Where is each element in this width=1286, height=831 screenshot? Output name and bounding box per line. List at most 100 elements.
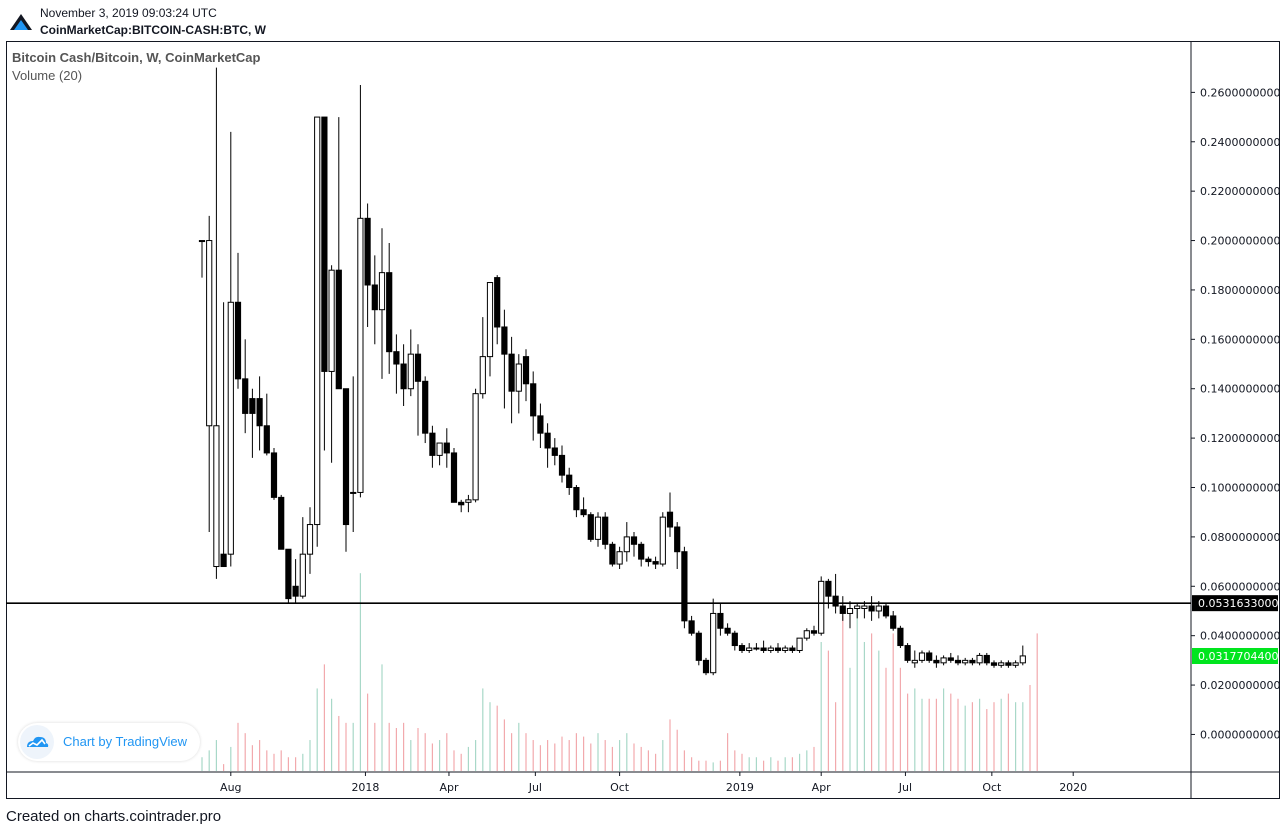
- candle: [458, 499, 465, 513]
- candle: [292, 559, 299, 604]
- candle-body: [803, 630, 810, 639]
- volume-bar: [518, 722, 520, 771]
- candle-body: [674, 526, 681, 553]
- candle: [839, 596, 846, 621]
- candle-body: [479, 356, 486, 395]
- volume-bar: [950, 693, 952, 771]
- candle-body: [882, 605, 890, 617]
- candle: [558, 445, 566, 483]
- price-tick-label: 0.1400000000: [1200, 383, 1280, 396]
- volume-bar: [647, 750, 649, 771]
- candle: [328, 265, 335, 463]
- volume-bar: [453, 750, 455, 771]
- candle: [465, 494, 472, 513]
- tradingview-logo-icon: [10, 14, 32, 30]
- candle-body: [738, 645, 746, 651]
- volume-bar: [892, 633, 894, 771]
- volume-bar: [316, 688, 318, 771]
- volume-bar: [662, 740, 664, 771]
- candle-body: [983, 654, 990, 664]
- candle: [681, 546, 688, 629]
- volume-bar: [777, 760, 779, 771]
- candle-body: [378, 272, 386, 311]
- volume-bar: [676, 729, 678, 771]
- volume-bar: [741, 753, 743, 771]
- volume-bar: [251, 745, 253, 771]
- candle: [544, 423, 551, 468]
- candle: [566, 467, 573, 495]
- volume-bar: [871, 633, 873, 771]
- volume-bar: [302, 753, 304, 771]
- candle-body: [638, 543, 645, 560]
- candle: [393, 334, 400, 394]
- volume-bar: [424, 733, 426, 771]
- candle: [695, 630, 702, 666]
- volume-bar: [619, 740, 621, 771]
- volume-bar: [820, 642, 822, 771]
- candle: [861, 601, 868, 619]
- tradingview-badge-label: Chart by TradingView: [63, 734, 188, 749]
- candle: [638, 541, 645, 567]
- candle-body: [1019, 655, 1026, 664]
- candle-body: [717, 612, 724, 629]
- candle-body: [278, 496, 285, 550]
- volume-bar: [899, 667, 901, 771]
- candle-body: [666, 511, 674, 528]
- candle: [198, 240, 206, 278]
- candle: [616, 546, 623, 569]
- price-tick-label: 0.0600000000: [1200, 580, 1280, 593]
- candle: [782, 645, 789, 653]
- legend-volume: Volume (20): [12, 68, 82, 83]
- volume-bar: [734, 750, 736, 771]
- candle: [954, 655, 962, 666]
- candle: [530, 371, 537, 441]
- candle-body: [846, 608, 854, 614]
- candle-body: [429, 432, 436, 456]
- volume-bar: [640, 746, 642, 771]
- legend-title: Bitcoin Cash/Bitcoin, W, CoinMarketCap: [12, 50, 261, 65]
- candle: [314, 116, 321, 547]
- volume-bar: [338, 715, 340, 771]
- volume-bar: [201, 757, 203, 771]
- volume-bar: [979, 698, 981, 771]
- candle: [753, 643, 760, 651]
- candle-body: [587, 514, 594, 540]
- volume-bar: [957, 698, 959, 771]
- candle: [321, 116, 328, 451]
- candle: [710, 598, 717, 676]
- time-tick-label: 2019: [726, 781, 754, 794]
- volume-bar: [849, 667, 851, 771]
- volume-bar: [669, 719, 671, 771]
- volume-bar: [417, 728, 419, 771]
- candle-body: [458, 501, 465, 506]
- candle: [652, 556, 659, 569]
- candle: [551, 438, 558, 466]
- candle: [947, 652, 954, 663]
- volume-bar: [611, 746, 613, 771]
- volume-bar: [539, 745, 541, 771]
- volume-bar: [1029, 685, 1031, 771]
- volume-bar: [1036, 633, 1038, 771]
- volume-bar: [215, 740, 217, 771]
- candle: [688, 615, 695, 636]
- time-tick-label: Jul: [528, 781, 542, 794]
- candle-body: [299, 553, 306, 597]
- candle-body: [868, 605, 875, 612]
- candle-body: [350, 491, 357, 494]
- tradingview-badge[interactable]: Chart by TradingView: [18, 723, 200, 761]
- time-tick-label: Apr: [812, 781, 832, 794]
- candle-body: [940, 657, 947, 664]
- candle: [278, 494, 285, 550]
- volume-bar: [799, 753, 801, 771]
- candle-body: [515, 363, 522, 392]
- price-tick-label: 0.1200000000: [1200, 432, 1280, 445]
- time-tick-label: 2018: [351, 781, 379, 794]
- volume-bar: [309, 740, 311, 771]
- header-symbol: CoinMarketCap:BITCOIN-CASH:BTC, W: [40, 23, 266, 37]
- volume-bar: [244, 733, 246, 771]
- volume-bar: [784, 757, 786, 771]
- candle-body: [774, 647, 782, 651]
- candle-body: [890, 615, 897, 629]
- candle: [940, 655, 947, 666]
